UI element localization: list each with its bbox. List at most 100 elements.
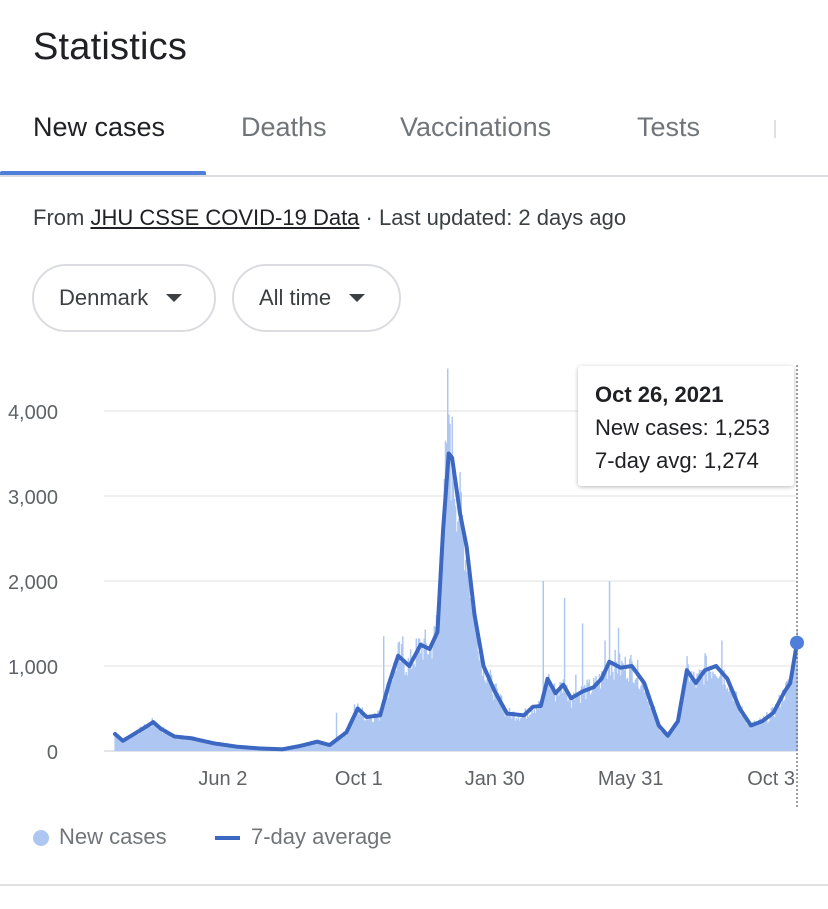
new-cases-bar [745, 723, 748, 751]
new-cases-bar [685, 667, 687, 751]
tooltip-new-cases-label: New cases: [595, 415, 709, 440]
new-cases-bar [323, 742, 325, 751]
new-cases-bar [147, 725, 149, 751]
new-cases-bar [787, 679, 789, 751]
new-cases-bar [536, 709, 539, 751]
new-cases-bar [684, 687, 686, 751]
new-cases-bar [752, 722, 755, 751]
tab-new-cases[interactable]: New cases [33, 112, 166, 142]
tab-vaccinations[interactable]: Vaccinations [400, 112, 552, 142]
new-cases-bar [309, 742, 312, 751]
new-cases-bar [755, 721, 758, 751]
new-cases-bar [724, 684, 727, 751]
new-cases-bar [495, 683, 497, 751]
new-cases-bar [234, 746, 237, 751]
new-cases-bar [452, 481, 455, 751]
new-cases-bar [545, 684, 548, 751]
new-cases-bar [571, 698, 574, 751]
new-cases-bar [216, 744, 219, 751]
new-cases-bar [186, 738, 188, 751]
region-dropdown[interactable]: Denmark [32, 264, 216, 332]
new-cases-bar [485, 682, 487, 751]
new-cases-bar [591, 690, 594, 751]
new-cases-bar [458, 518, 460, 751]
new-cases-bar [642, 678, 644, 751]
new-cases-bar [188, 738, 191, 751]
source-link[interactable]: JHU CSSE COVID-19 Data [90, 205, 360, 230]
new-cases-bar [442, 539, 444, 751]
new-cases-bar [511, 718, 513, 751]
new-cases-bar [759, 717, 761, 751]
new-cases-bar [764, 716, 767, 751]
new-cases-bar [584, 684, 586, 751]
new-cases-bar [491, 694, 494, 751]
new-cases-bar [470, 584, 473, 751]
new-cases-bar [340, 736, 342, 751]
new-cases-bar [231, 746, 233, 751]
new-cases-bar [748, 720, 750, 751]
new-cases-bar [387, 697, 389, 751]
new-cases-bar [602, 674, 604, 751]
new-cases-bar [359, 712, 361, 751]
new-cases-bar [233, 745, 236, 751]
new-cases-bar [663, 730, 666, 751]
new-cases-bar [211, 742, 213, 751]
new-cases-bar [130, 736, 132, 751]
new-cases-bar [603, 671, 605, 751]
new-cases-bar [386, 683, 388, 751]
new-cases-bar [554, 701, 557, 751]
new-cases-bar [515, 717, 518, 751]
new-cases-bar [358, 714, 360, 751]
new-cases-bar [459, 472, 461, 751]
new-cases-bar [713, 674, 715, 751]
new-cases-bar [368, 717, 370, 751]
new-cases-bar [345, 735, 348, 751]
new-cases-bar [500, 695, 503, 751]
new-cases-bar [312, 742, 314, 751]
new-cases-bar [506, 715, 509, 751]
new-cases-bar [730, 690, 732, 751]
new-cases-bar [369, 716, 371, 751]
new-cases-bar [334, 740, 337, 751]
new-cases-bar [778, 694, 780, 751]
new-cases-bar [557, 692, 559, 751]
new-cases-bar [164, 728, 167, 751]
new-cases-bar [488, 674, 491, 751]
new-cases-bar [551, 688, 553, 751]
tab-tests[interactable]: Tests [637, 112, 701, 142]
new-cases-bar [153, 725, 156, 751]
new-cases-bar [141, 732, 143, 751]
new-cases-bar [741, 706, 743, 751]
new-cases-bar [167, 734, 169, 751]
new-cases-bar [573, 699, 576, 751]
new-cases-bar [782, 701, 785, 751]
new-cases-bar [549, 688, 551, 751]
new-cases-bar [149, 726, 151, 751]
new-cases-bar [653, 706, 656, 751]
new-cases-bar [689, 679, 692, 751]
tab-deaths[interactable]: Deaths [241, 112, 327, 142]
new-cases-bar [135, 732, 138, 751]
new-cases-bar [662, 730, 665, 751]
new-cases-bar [749, 722, 751, 751]
new-cases-bar [339, 738, 341, 751]
new-cases-bar [671, 727, 674, 751]
new-cases-bar [148, 723, 150, 751]
new-cases-bar [403, 663, 405, 751]
new-cases-bar [644, 692, 647, 751]
new-cases-bar [220, 745, 222, 751]
new-cases-bar [138, 734, 140, 751]
new-cases-bar [414, 667, 416, 751]
new-cases-bar [411, 668, 413, 751]
new-cases-bar [691, 676, 694, 751]
new-cases-bar [781, 689, 784, 751]
new-cases-bar [569, 700, 571, 751]
new-cases-bar [673, 723, 676, 751]
new-cases-bar [794, 667, 796, 751]
new-cases-bar [191, 739, 194, 751]
new-cases-bar [121, 741, 123, 751]
new-cases-bar [180, 736, 183, 751]
time-range-dropdown[interactable]: All time [232, 264, 401, 332]
new-cases-bar [159, 729, 161, 751]
new-cases-bar [377, 710, 379, 751]
